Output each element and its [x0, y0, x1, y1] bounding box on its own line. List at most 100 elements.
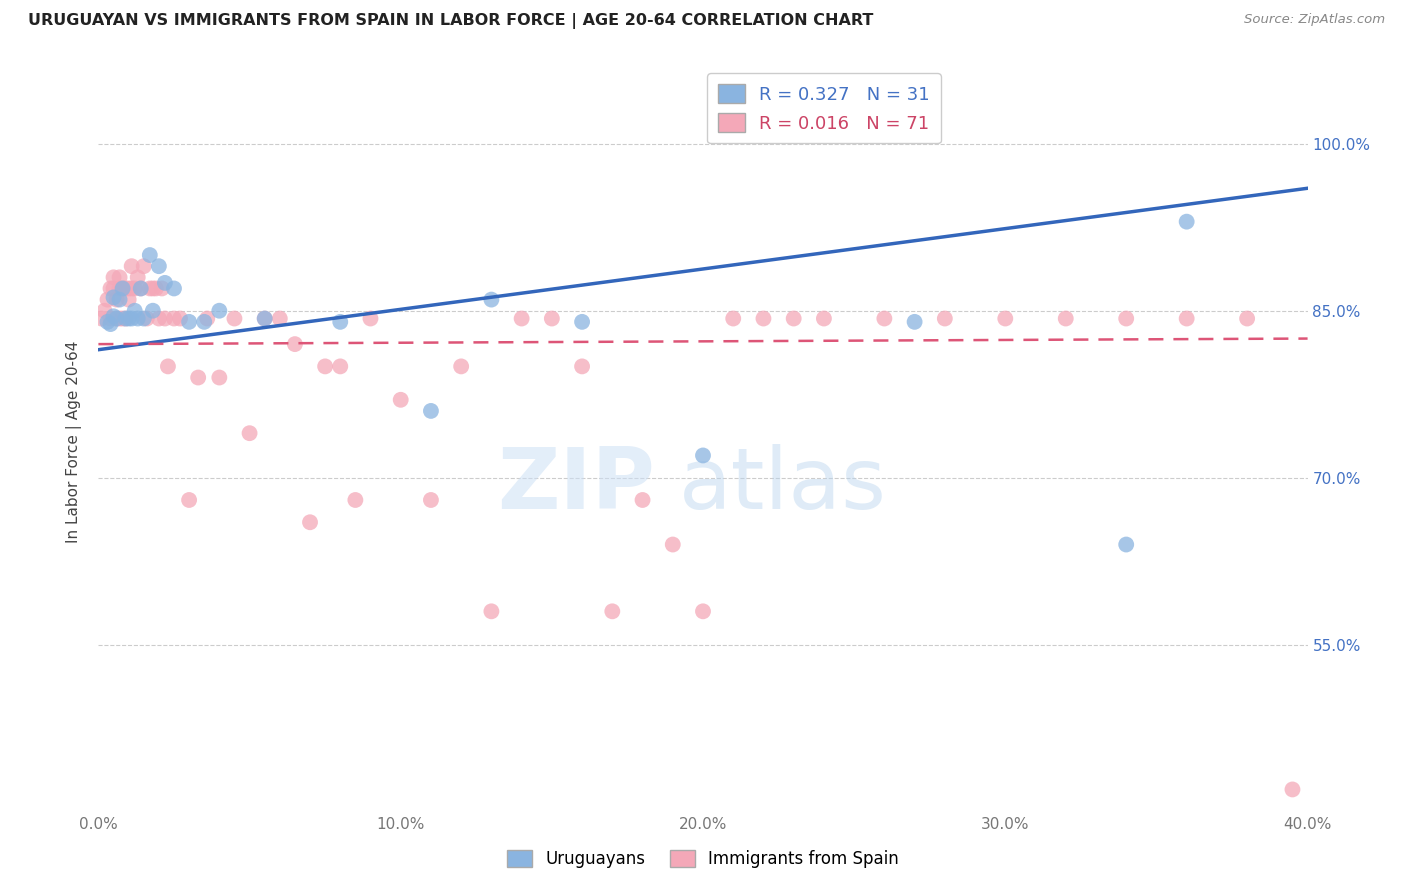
Point: [121, 281, 143, 295]
Point: [145, 281, 167, 295]
Point: [208, 370, 231, 384]
Point: [142, 303, 165, 318]
Point: [163, 281, 186, 295]
Point: [114, 311, 136, 326]
Point: [127, 311, 149, 326]
Point: [239, 426, 262, 441]
Point: [111, 311, 134, 326]
Point: [481, 604, 503, 618]
Point: [100, 317, 122, 331]
Point: [994, 311, 1017, 326]
Point: [1281, 782, 1303, 797]
Point: [163, 311, 186, 326]
Point: [631, 493, 654, 508]
Point: [118, 293, 141, 307]
Point: [187, 370, 209, 384]
Point: [571, 359, 593, 374]
Point: [105, 293, 128, 307]
Point: [692, 604, 714, 618]
Point: [111, 281, 134, 295]
Point: [450, 359, 472, 374]
Y-axis label: In Labor Force | Age 20-64: In Labor Force | Age 20-64: [66, 341, 83, 542]
Point: [224, 311, 246, 326]
Point: [602, 604, 624, 618]
Point: [510, 311, 533, 326]
Point: [127, 270, 149, 285]
Point: [142, 281, 165, 295]
Point: [1054, 311, 1077, 326]
Point: [96, 293, 118, 307]
Point: [344, 493, 367, 508]
Point: [193, 315, 215, 329]
Point: [148, 259, 170, 273]
Point: [96, 315, 118, 329]
Point: [114, 281, 136, 295]
Point: [103, 310, 125, 324]
Point: [314, 359, 336, 374]
Legend: Uruguayans, Immigrants from Spain: Uruguayans, Immigrants from Spain: [501, 843, 905, 875]
Point: [90, 311, 112, 326]
Point: [135, 311, 157, 326]
Point: [111, 281, 134, 295]
Point: [481, 293, 503, 307]
Point: [540, 311, 562, 326]
Point: [1115, 311, 1137, 326]
Point: [103, 270, 125, 285]
Point: [139, 281, 162, 295]
Point: [124, 281, 146, 295]
Point: [389, 392, 412, 407]
Legend: R = 0.327   N = 31, R = 0.016   N = 71: R = 0.327 N = 31, R = 0.016 N = 71: [707, 73, 941, 144]
Point: [179, 315, 201, 329]
Point: [269, 311, 291, 326]
Point: [148, 311, 170, 326]
Point: [103, 290, 125, 304]
Point: [208, 303, 231, 318]
Point: [129, 281, 152, 295]
Point: [873, 311, 896, 326]
Point: [93, 303, 115, 318]
Point: [299, 515, 322, 529]
Point: [934, 311, 956, 326]
Point: [150, 281, 173, 295]
Point: [108, 270, 131, 285]
Point: [100, 311, 122, 326]
Text: URUGUAYAN VS IMMIGRANTS FROM SPAIN IN LABOR FORCE | AGE 20-64 CORRELATION CHART: URUGUAYAN VS IMMIGRANTS FROM SPAIN IN LA…: [28, 13, 873, 29]
Point: [108, 293, 131, 307]
Point: [1236, 311, 1258, 326]
Point: [114, 311, 136, 326]
Point: [105, 311, 128, 326]
Point: [121, 311, 143, 326]
Point: [156, 359, 179, 374]
Point: [118, 281, 141, 295]
Point: [904, 315, 927, 329]
Point: [121, 259, 143, 273]
Point: [360, 311, 382, 326]
Text: ZIP: ZIP: [496, 444, 655, 527]
Point: [1175, 311, 1198, 326]
Point: [813, 311, 835, 326]
Point: [661, 537, 683, 551]
Point: [420, 404, 443, 418]
Point: [752, 311, 775, 326]
Point: [169, 311, 191, 326]
Point: [179, 493, 201, 508]
Point: [783, 311, 806, 326]
Point: [118, 311, 141, 326]
Point: [571, 315, 593, 329]
Point: [105, 311, 128, 326]
Point: [253, 311, 276, 326]
Text: Source: ZipAtlas.com: Source: ZipAtlas.com: [1244, 13, 1385, 27]
Point: [1175, 214, 1198, 228]
Point: [284, 337, 307, 351]
Point: [153, 276, 176, 290]
Point: [195, 311, 218, 326]
Point: [100, 281, 122, 295]
Point: [153, 311, 176, 326]
Point: [420, 493, 443, 508]
Text: atlas: atlas: [679, 444, 887, 527]
Point: [108, 281, 131, 295]
Point: [692, 449, 714, 463]
Point: [108, 311, 131, 326]
Point: [103, 281, 125, 295]
Point: [723, 311, 745, 326]
